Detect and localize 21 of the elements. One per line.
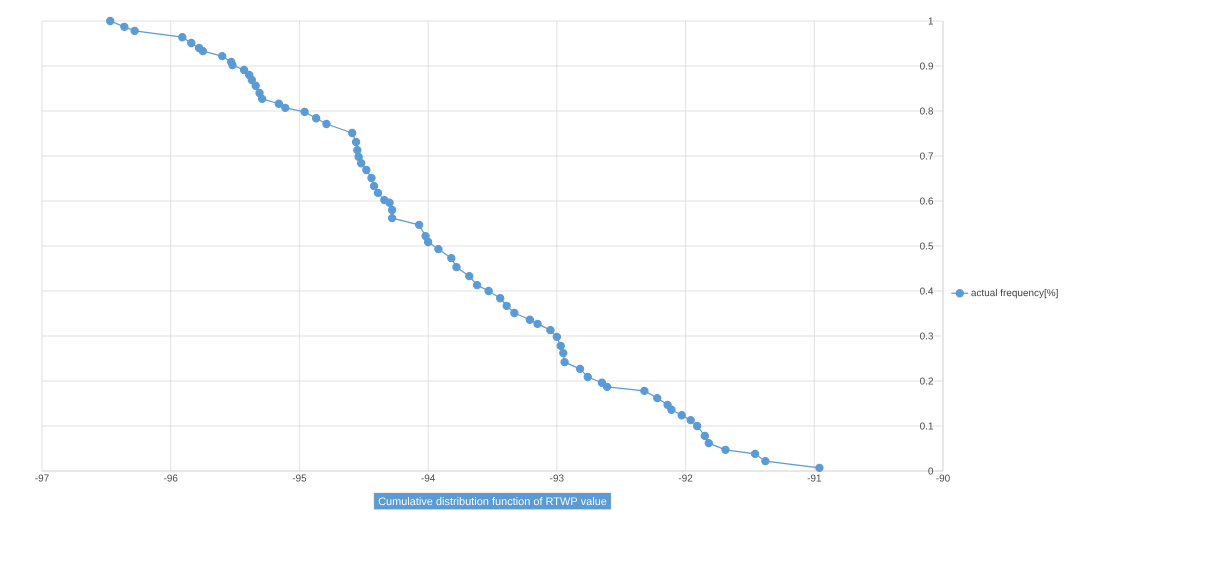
y-tick-label: 0.3 bbox=[920, 332, 934, 340]
y-tick-label: 0.1 bbox=[920, 422, 934, 430]
y-tick-label: 0.7 bbox=[920, 152, 933, 160]
x-tick-label: -92 bbox=[678, 474, 693, 482]
x-tick-label: -96 bbox=[163, 474, 178, 482]
legend-label: actual frequency[%] bbox=[971, 288, 1058, 299]
y-tick-label: 0 bbox=[928, 467, 934, 475]
y-tick-label: 1 bbox=[928, 17, 934, 25]
x-tick-label: -90 bbox=[936, 474, 950, 482]
x-tick-label: -94 bbox=[421, 474, 436, 482]
x-axis-title: Cumulative distribution function of RTWP value bbox=[378, 497, 607, 506]
y-tick-label: 0.9 bbox=[920, 62, 934, 70]
x-tick-label: -97 bbox=[35, 474, 49, 482]
y-tick-label: 0.2 bbox=[920, 377, 933, 385]
x-tick-label: -91 bbox=[807, 474, 822, 482]
y-tick-label: 0.5 bbox=[920, 242, 934, 250]
x-tick-label: -93 bbox=[550, 474, 564, 482]
y-tick-label: 0.4 bbox=[920, 287, 934, 295]
y-tick-label: 0.8 bbox=[920, 107, 934, 115]
y-tick-label: 0.6 bbox=[920, 197, 934, 205]
x-tick-label: -95 bbox=[292, 474, 307, 482]
